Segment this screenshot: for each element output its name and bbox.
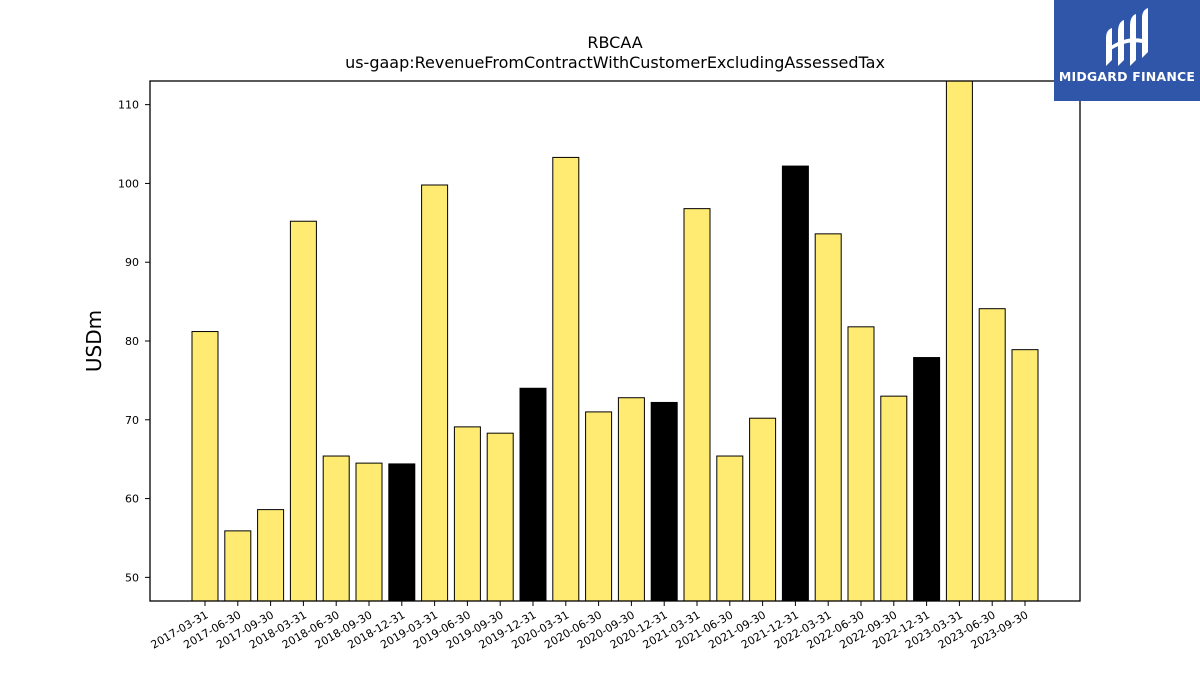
bar-2020-12-31 <box>650 401 678 602</box>
bar-2018-03-31 <box>289 220 317 602</box>
midgard-finance-logo: MIDGARD FINANCE <box>1054 0 1200 101</box>
bar-2021-03-31 <box>683 208 711 602</box>
bar-2023-09-30 <box>1011 349 1039 602</box>
bar-2022-09-30 <box>880 395 908 602</box>
x-axis: 2017-03-312017-06-302017-09-302018-03-31… <box>149 601 1031 652</box>
y-tick-label: 100 <box>118 177 139 190</box>
logo-text: MIDGARD FINANCE <box>1058 69 1196 84</box>
midgard-logo-mark-icon <box>1106 8 1148 66</box>
bar-2018-09-30 <box>355 462 383 602</box>
bar-2019-03-31 <box>421 184 449 602</box>
bar-2021-09-30 <box>749 417 777 602</box>
chart-subtitle: us-gaap:RevenueFromContractWithCustomerE… <box>345 53 885 72</box>
y-tick-label: 90 <box>125 256 139 269</box>
bar-2020-06-30 <box>585 411 613 602</box>
bar-2022-06-30 <box>847 326 875 602</box>
bar-2019-12-31 <box>519 387 547 602</box>
bar-2021-06-30 <box>716 455 744 602</box>
plot-frame <box>149 80 1081 602</box>
bar-2019-09-30 <box>486 432 514 602</box>
bar-2023-03-31 <box>945 80 973 602</box>
bar-2019-06-30 <box>453 426 481 602</box>
bar-2022-03-31 <box>814 233 842 602</box>
y-tick-label: 60 <box>125 493 139 506</box>
bar-2017-09-30 <box>257 509 285 602</box>
y-axis-label: USDm <box>82 310 106 372</box>
y-tick-label: 110 <box>118 99 139 112</box>
bar-2020-03-31 <box>552 156 580 602</box>
chart-title: RBCAA <box>587 33 642 52</box>
y-axis: 50 60 70 80 90 100 110 <box>118 99 150 584</box>
bar-2021-12-31 <box>781 165 809 602</box>
bar-2017-03-31 <box>191 331 219 602</box>
bar-2018-12-31 <box>388 463 416 602</box>
y-tick-label: 50 <box>125 571 139 584</box>
bar-2018-06-30 <box>322 455 350 602</box>
bars-group <box>191 80 1039 602</box>
bar-2020-09-30 <box>617 397 645 602</box>
bar-2017-06-30 <box>224 530 252 602</box>
bar-2022-12-31 <box>913 357 941 602</box>
y-tick-label: 70 <box>125 414 139 427</box>
bar-2023-06-30 <box>978 308 1006 602</box>
y-tick-label: 80 <box>125 335 139 348</box>
